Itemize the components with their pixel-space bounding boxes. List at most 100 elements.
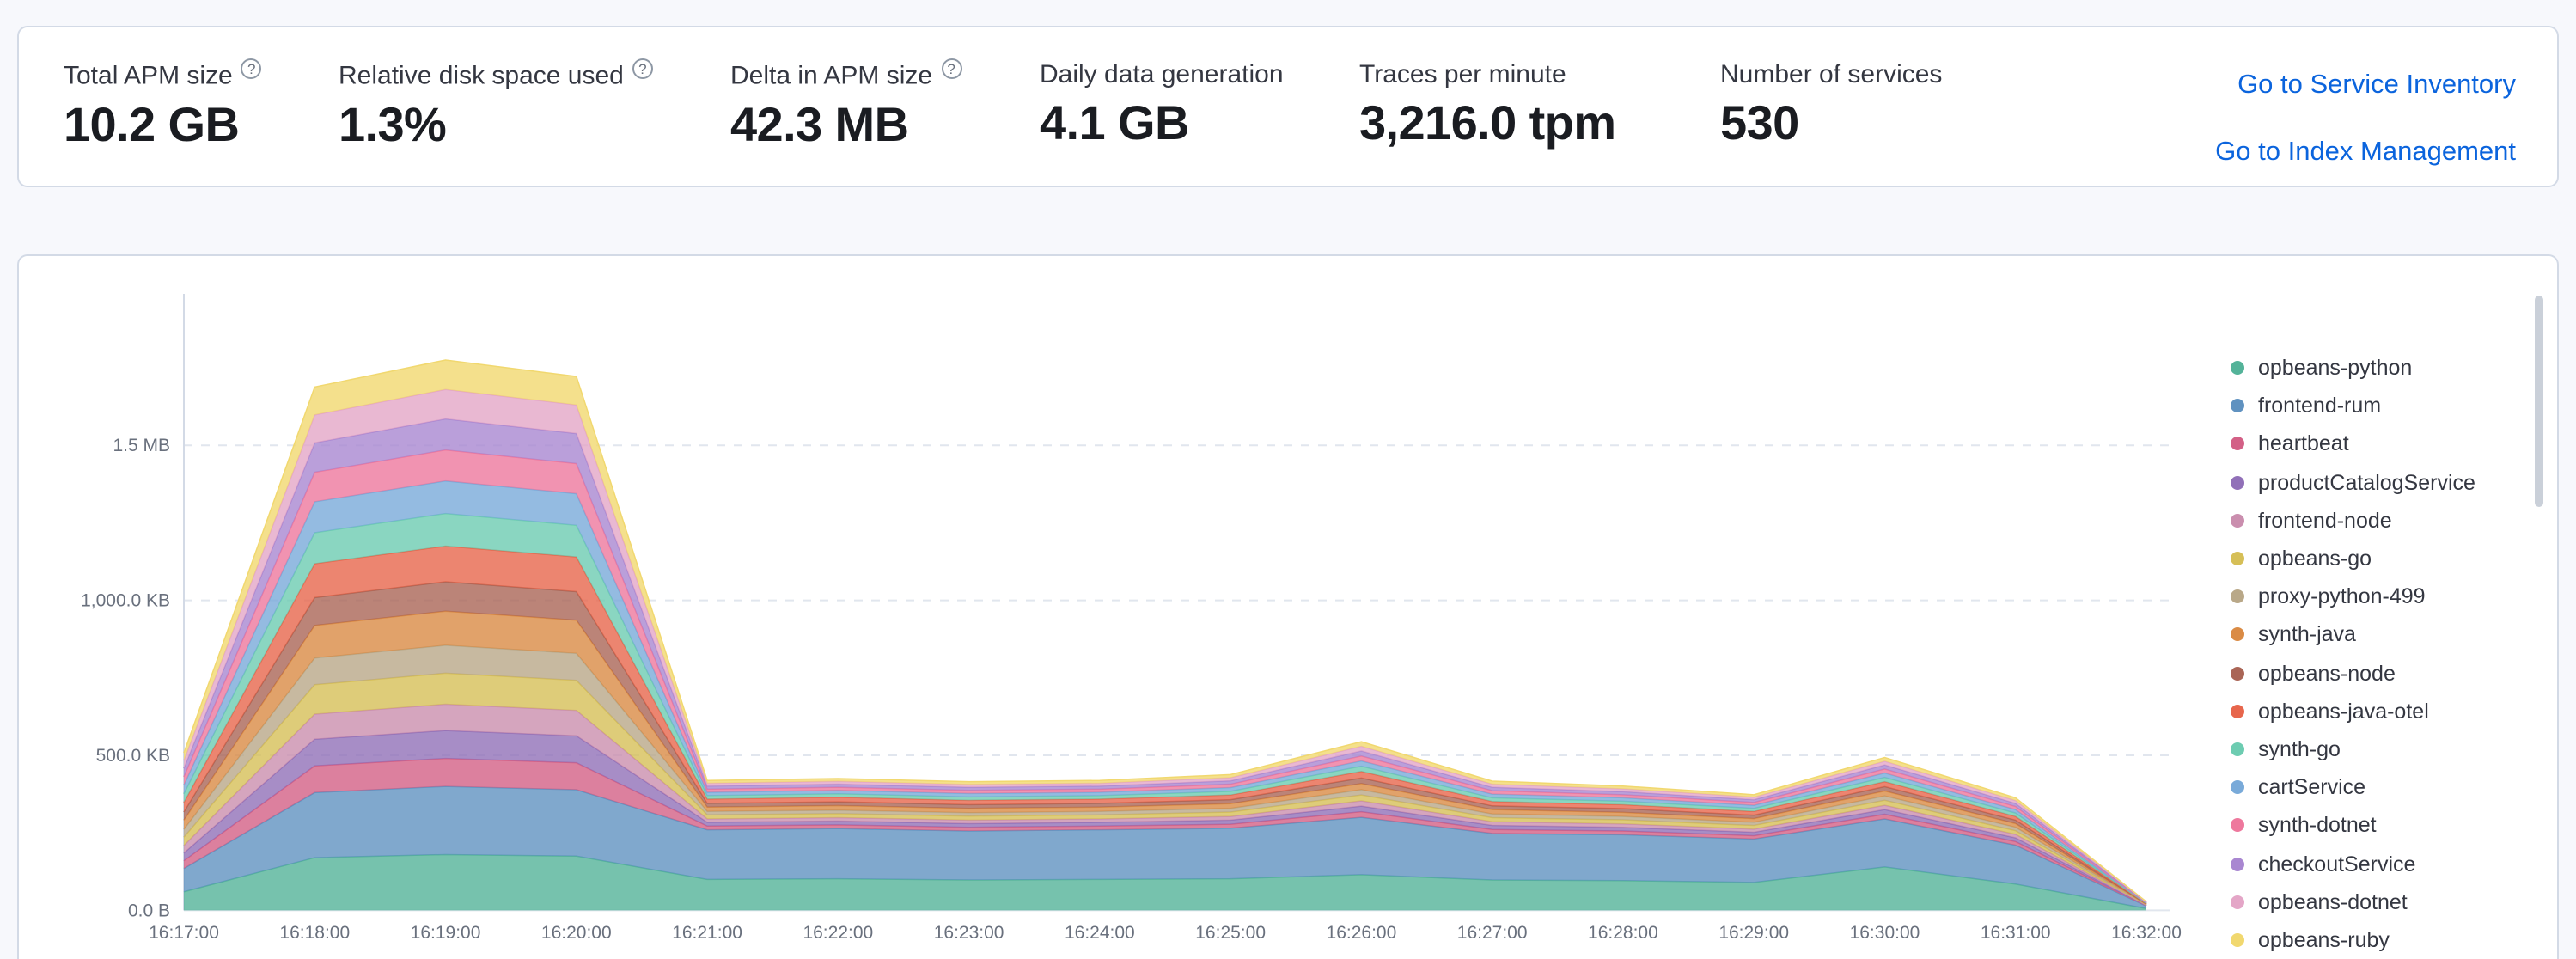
metric-label-text: Relative disk space used <box>339 61 624 91</box>
metric-label: Traces per minute <box>1359 58 1720 93</box>
area-series-opbeans-node[interactable] <box>184 581 2146 905</box>
legend-label: productCatalogService <box>2258 470 2475 495</box>
series-color-dot <box>2231 818 2244 833</box>
x-axis-tick-label: 16:25:00 <box>1195 923 1266 943</box>
metric-label-text: Total APM size <box>64 61 233 91</box>
series-color-dot <box>2231 475 2244 490</box>
legend-item-frontend-rum[interactable]: frontend-rum <box>2231 387 2533 425</box>
metric-label-text: Daily data generation <box>1040 60 1284 89</box>
legend-item-frontend-node[interactable]: frontend-node <box>2231 502 2533 540</box>
area-series-topline <box>183 359 2147 902</box>
summary-links: Go to Service Inventory Go to Index Mana… <box>2215 70 2516 186</box>
series-color-dot <box>2231 589 2244 604</box>
x-axis-tick-label: 16:17:00 <box>149 923 219 943</box>
x-axis-tick-label: 16:27:00 <box>1457 923 1528 943</box>
series-color-dot <box>2231 361 2244 376</box>
legend-item-opbeans-go[interactable]: opbeans-go <box>2231 540 2533 577</box>
series-color-dot <box>2231 437 2244 451</box>
metric-total-apm-size: Total APM size? 10.2 GB <box>64 58 339 186</box>
x-axis-tick-label: 16:23:00 <box>934 923 1004 943</box>
metric-value: 530 <box>1720 96 1799 150</box>
legend-label: proxy-python-499 <box>2258 584 2426 609</box>
storage-timeseries-chart[interactable]: 0.0 B 500.0 KB 1,000.0 KB 1.5 MB 16:17:00 16:… <box>19 256 2219 959</box>
y-axis-tick-label: 500.0 KB <box>96 746 170 766</box>
area-series-opbeans-go[interactable] <box>184 673 2146 906</box>
legend-item-productCatalogService[interactable]: productCatalogService <box>2231 463 2533 501</box>
x-axis-tick-label: 16:29:00 <box>1718 923 1789 943</box>
legend-label: synth-dotnet <box>2258 813 2377 838</box>
metric-label: Total APM size? <box>64 58 339 95</box>
legend-label: heartbeat <box>2258 431 2349 456</box>
x-axis-tick-label: 16:24:00 <box>1065 923 1135 943</box>
legend-item-opbeans-node[interactable]: opbeans-node <box>2231 654 2533 692</box>
metric-delta-apm-size: Delta in APM size? 42.3 MB <box>730 58 1040 186</box>
x-axis-tick-label: 16:28:00 <box>1588 923 1658 943</box>
go-to-service-inventory-link[interactable]: Go to Service Inventory <box>2237 70 2516 100</box>
legend-label: opbeans-go <box>2258 547 2372 571</box>
legend-label: frontend-node <box>2258 508 2392 533</box>
x-axis-tick-label: 16:20:00 <box>541 923 612 943</box>
question-in-circle-icon[interactable]: ? <box>941 58 962 79</box>
metric-value: 3,216.0 tpm <box>1359 96 1616 150</box>
legend-item-opbeans-dotnet[interactable]: opbeans-dotnet <box>2231 883 2533 920</box>
area-series-productCatalogService[interactable] <box>184 730 2146 906</box>
legend-item-opbeans-python[interactable]: opbeans-python <box>2231 349 2533 387</box>
metric-label: Relative disk space used? <box>339 58 730 95</box>
legend-label: opbeans-ruby <box>2258 927 2390 952</box>
metric-label-text: Delta in APM size <box>730 61 933 91</box>
legend-label: synth-java <box>2258 622 2356 647</box>
area-series-opbeans-java-otel[interactable] <box>184 546 2146 904</box>
metric-value: 10.2 GB <box>64 97 240 151</box>
metric-label: Delta in APM size? <box>730 58 1040 95</box>
legend-label: opbeans-java-otel <box>2258 699 2429 724</box>
legend-scrollbar-thumb[interactable] <box>2535 296 2543 507</box>
legend-label: opbeans-dotnet <box>2258 889 2408 914</box>
series-color-dot <box>2231 857 2244 871</box>
metric-daily-data-generation: Daily data generation 4.1 GB <box>1040 58 1359 186</box>
metric-label-text: Traces per minute <box>1359 60 1566 89</box>
metric-number-of-services: Number of services 530 <box>1720 58 1978 186</box>
metric-traces-per-minute: Traces per minute 3,216.0 tpm <box>1359 58 1720 186</box>
question-in-circle-icon[interactable]: ? <box>632 58 653 79</box>
legend-item-synth-go[interactable]: synth-go <box>2231 730 2533 768</box>
x-axis-tick-label: 16:32:00 <box>2111 923 2182 943</box>
area-series-frontend-node[interactable] <box>184 704 2146 906</box>
metric-label: Number of services <box>1720 58 1978 93</box>
legend-item-proxy-python-499[interactable]: proxy-python-499 <box>2231 577 2533 615</box>
legend-item-checkoutService[interactable]: checkoutService <box>2231 845 2533 883</box>
chart-legend: opbeans-python frontend-rum heartbeat produ… <box>2231 349 2533 959</box>
series-color-dot <box>2231 399 2244 413</box>
series-color-dot <box>2231 895 2244 909</box>
x-axis-tick-label: 16:18:00 <box>279 923 350 943</box>
area-series-synth-java[interactable] <box>184 611 2146 905</box>
legend-item-opbeans-ruby[interactable]: opbeans-ruby <box>2231 921 2533 959</box>
legend-item-heartbeat[interactable]: heartbeat <box>2231 425 2533 463</box>
x-axis-tick-label: 16:21:00 <box>672 923 742 943</box>
area-series-opbeans-python[interactable] <box>184 854 2146 911</box>
metric-value: 42.3 MB <box>730 97 909 151</box>
series-color-dot <box>2231 627 2244 642</box>
legend-item-synth-java[interactable]: synth-java <box>2231 616 2533 654</box>
x-axis-tick-label: 16:19:00 <box>411 923 481 943</box>
area-series-synth-go[interactable] <box>184 513 2146 904</box>
legend-item-opbeans-java-otel[interactable]: opbeans-java-otel <box>2231 692 2533 730</box>
y-axis-tick-label: 0.0 B <box>128 901 170 920</box>
y-axis-tick-label: 1,000.0 KB <box>81 591 170 611</box>
go-to-index-management-link[interactable]: Go to Index Management <box>2215 137 2516 167</box>
metric-label-text: Number of services <box>1720 60 1943 89</box>
series-color-dot <box>2231 742 2244 756</box>
legend-label: checkoutService <box>2258 852 2416 877</box>
area-series-heartbeat[interactable] <box>184 758 2146 907</box>
metric-label: Daily data generation <box>1040 58 1359 93</box>
legend-item-cartService[interactable]: cartService <box>2231 768 2533 806</box>
summary-metrics-panel: Total APM size? 10.2 GB Relative disk sp… <box>17 26 2559 187</box>
legend-item-synth-dotnet[interactable]: synth-dotnet <box>2231 807 2533 845</box>
area-series-frontend-rum[interactable] <box>184 786 2146 909</box>
y-axis-tick-label: 1.5 MB <box>113 436 170 455</box>
metric-value: 4.1 GB <box>1040 96 1189 150</box>
question-in-circle-icon[interactable]: ? <box>241 58 262 79</box>
legend-label: opbeans-python <box>2258 356 2413 381</box>
area-series-proxy-python-499[interactable] <box>184 644 2146 905</box>
series-color-dot <box>2231 704 2244 718</box>
